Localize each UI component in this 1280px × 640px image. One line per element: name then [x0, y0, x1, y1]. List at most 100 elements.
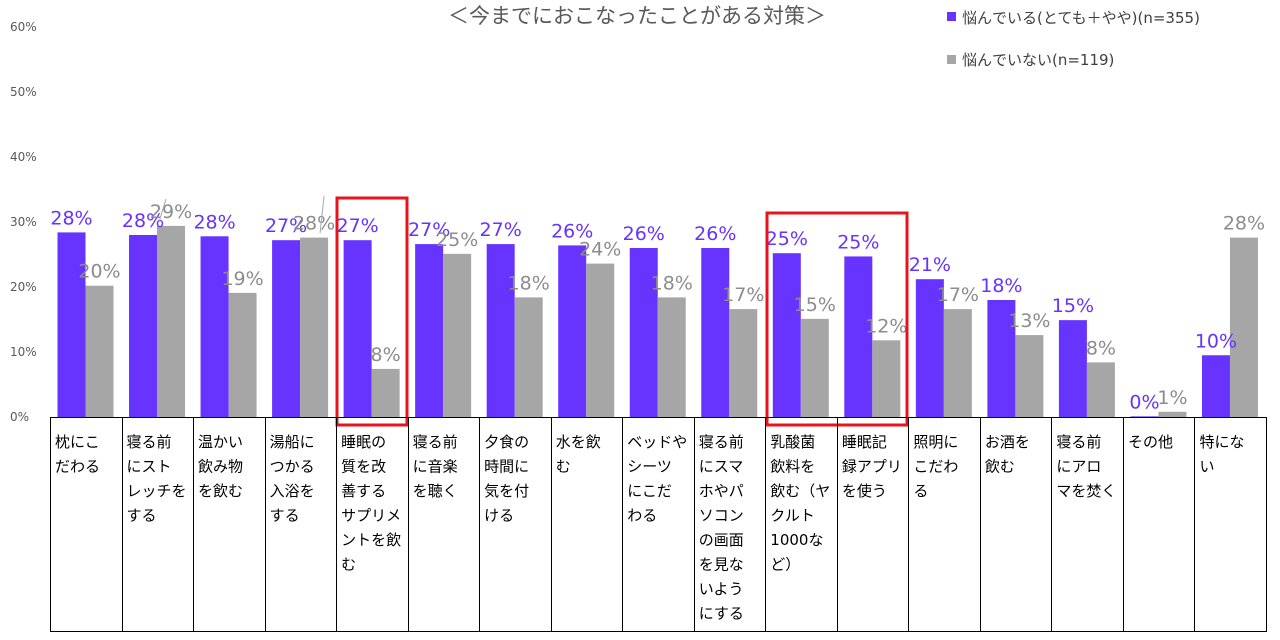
category-table: 枕にこだわる寝る前にストレッチをする温かい飲み物を飲む湯船につかる入浴をする睡眠…: [50, 417, 1267, 632]
category-label: 温かい飲み物を飲む: [198, 433, 243, 500]
bar-worried: [1130, 416, 1159, 417]
data-label-worried: 25%: [837, 231, 879, 253]
bar-worried: [558, 245, 587, 417]
bar-worried: [844, 256, 873, 417]
data-label-not-worried: 29%: [150, 201, 192, 223]
bars: [57, 225, 1258, 417]
data-label-not-worried: 13%: [1008, 310, 1050, 332]
y-tick-label: 40%: [10, 150, 37, 164]
category-label: 寝る前にアロマを焚く: [1056, 433, 1116, 500]
data-label-worried: 27%: [408, 219, 450, 241]
category-label: 睡眠の質を改善するサプリメントを飲む: [341, 433, 401, 574]
data-label-worried: 28%: [50, 207, 92, 229]
bar-worried: [129, 235, 158, 417]
category-label: 水を飲む: [556, 433, 601, 476]
bar-not-worried: [1086, 362, 1115, 417]
data-label-worried: 28%: [193, 211, 235, 233]
y-tick-label: 0%: [10, 410, 29, 424]
category-label: 夕食の時間に気を付ける: [484, 433, 529, 525]
data-label-not-worried: 8%: [1086, 337, 1116, 359]
category-label: 枕にこだわる: [55, 433, 100, 476]
bar-not-worried: [228, 292, 257, 417]
data-label-worried: 26%: [694, 223, 736, 245]
category-label: 特にない: [1199, 433, 1244, 476]
data-label-worried: 26%: [551, 220, 593, 242]
data-label-not-worried: 15%: [794, 294, 836, 316]
chart-title: ＜今までにおこなったことがある対策＞: [448, 4, 826, 28]
data-label-not-worried: 20%: [78, 261, 120, 283]
y-tick-label: 30%: [10, 215, 37, 229]
legend-swatch-not-worried: [947, 55, 956, 64]
bar-not-worried: [872, 340, 901, 417]
data-label-worried: 0%: [1129, 391, 1159, 413]
category-label: 湯船につかる入浴をする: [270, 433, 315, 525]
data-label-worried: 18%: [980, 275, 1022, 297]
bar-not-worried: [371, 368, 400, 417]
bar-worried: [486, 244, 515, 417]
category-label: 睡眠記録アプリを使う: [842, 433, 902, 500]
bar-not-worried: [729, 309, 758, 417]
data-label-not-worried: 12%: [865, 315, 907, 337]
data-label-worried: 27%: [480, 219, 522, 241]
y-axis: 0% 10% 20% 30% 40% 50% 60%: [10, 20, 37, 424]
data-label-not-worried: 28%: [1223, 213, 1265, 235]
bar-worried: [701, 248, 730, 417]
y-tick-label: 50%: [10, 85, 37, 99]
data-label-worried: 26%: [623, 223, 665, 245]
bar-not-worried: [514, 297, 543, 417]
category-label: 寝る前に音楽を聴く: [413, 433, 458, 500]
bar-not-worried: [85, 285, 114, 417]
category-label: 寝る前にストレッチをする: [127, 433, 187, 525]
category-label: お酒を飲む: [985, 433, 1030, 476]
category-label: 照明にこだわる: [913, 433, 958, 500]
category-label: その他: [1128, 433, 1173, 451]
bar-not-worried: [800, 318, 829, 417]
legend-label-worried: 悩んでいる(とても＋やや)(n=355): [962, 9, 1200, 27]
data-label-not-worried: 17%: [937, 284, 979, 306]
data-label-not-worried: 1%: [1157, 387, 1187, 409]
data-labels: 28% 28% 28% 27% 27% 27% 27% 26% 26% 26% 25% 25%21%1…: [50, 195, 1265, 413]
bar-not-worried: [657, 297, 686, 417]
y-tick-label: 10%: [10, 345, 37, 359]
data-label-not-worried: 17%: [722, 284, 764, 306]
category-label: 乳酸菌飲料を飲む（ヤクルト 1000など）: [770, 433, 830, 574]
highlight-box-supplement: [335, 196, 409, 427]
bar-worried: [415, 244, 444, 417]
bar-worried: [1058, 320, 1087, 417]
y-tick-label: 20%: [10, 280, 37, 294]
data-label-worried: 28%: [122, 210, 164, 232]
data-label-not-worried: 25%: [436, 229, 478, 251]
data-label-worried: 25%: [766, 228, 808, 250]
category-label: 寝る前にスマホやパソコンの画面を見ないようにする: [699, 433, 744, 623]
bar-worried: [1201, 355, 1230, 417]
legend-label-not-worried: 悩んでいない(n=119): [962, 51, 1114, 69]
data-label-not-worried: 18%: [508, 272, 550, 294]
bar-not-worried: [157, 225, 186, 417]
y-tick-label: 60%: [10, 20, 37, 34]
legend-swatch-worried: [947, 12, 956, 21]
bar-not-worried: [1229, 237, 1258, 417]
data-label-not-worried: 18%: [651, 272, 693, 294]
category-label: ベッドやシーツにこだわる: [627, 433, 687, 525]
bar-not-worried: [300, 237, 329, 417]
leader-line: [319, 195, 325, 234]
bar-worried: [57, 232, 86, 417]
data-label-worried: 27%: [337, 215, 379, 237]
data-label-not-worried: 28%: [293, 213, 335, 235]
bar-worried: [772, 253, 801, 417]
bar-worried: [915, 279, 944, 417]
data-label-worried: 15%: [1052, 295, 1094, 317]
bar-worried: [629, 248, 658, 417]
bar-not-worried: [943, 309, 972, 417]
data-label-not-worried: 19%: [221, 268, 263, 290]
bar-not-worried: [586, 263, 615, 417]
data-label-worried: 21%: [909, 254, 951, 276]
leader-line: [158, 198, 167, 223]
bar-worried: [272, 240, 301, 417]
data-label-not-worried: 24%: [579, 239, 621, 261]
bar-worried: [987, 300, 1016, 417]
bar-not-worried: [443, 253, 472, 417]
data-label-worried: 27%: [265, 215, 307, 237]
bar-not-worried: [1158, 411, 1187, 417]
